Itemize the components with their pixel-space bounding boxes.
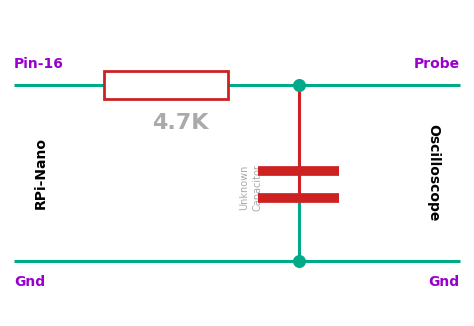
- Bar: [104, 71, 228, 99]
- Text: RPi-Nano: RPi-Nano: [33, 137, 47, 209]
- Text: Probe: Probe: [414, 57, 460, 71]
- Point: [295, 258, 302, 263]
- Text: Oscilloscope: Oscilloscope: [427, 124, 441, 222]
- Text: 4.7K: 4.7K: [152, 113, 208, 133]
- Text: Gnd: Gnd: [14, 275, 46, 289]
- Point: [295, 83, 302, 88]
- Text: Pin-16: Pin-16: [14, 57, 64, 71]
- Text: Unknown
Capacitor: Unknown Capacitor: [240, 164, 263, 211]
- Text: Gnd: Gnd: [428, 275, 460, 289]
